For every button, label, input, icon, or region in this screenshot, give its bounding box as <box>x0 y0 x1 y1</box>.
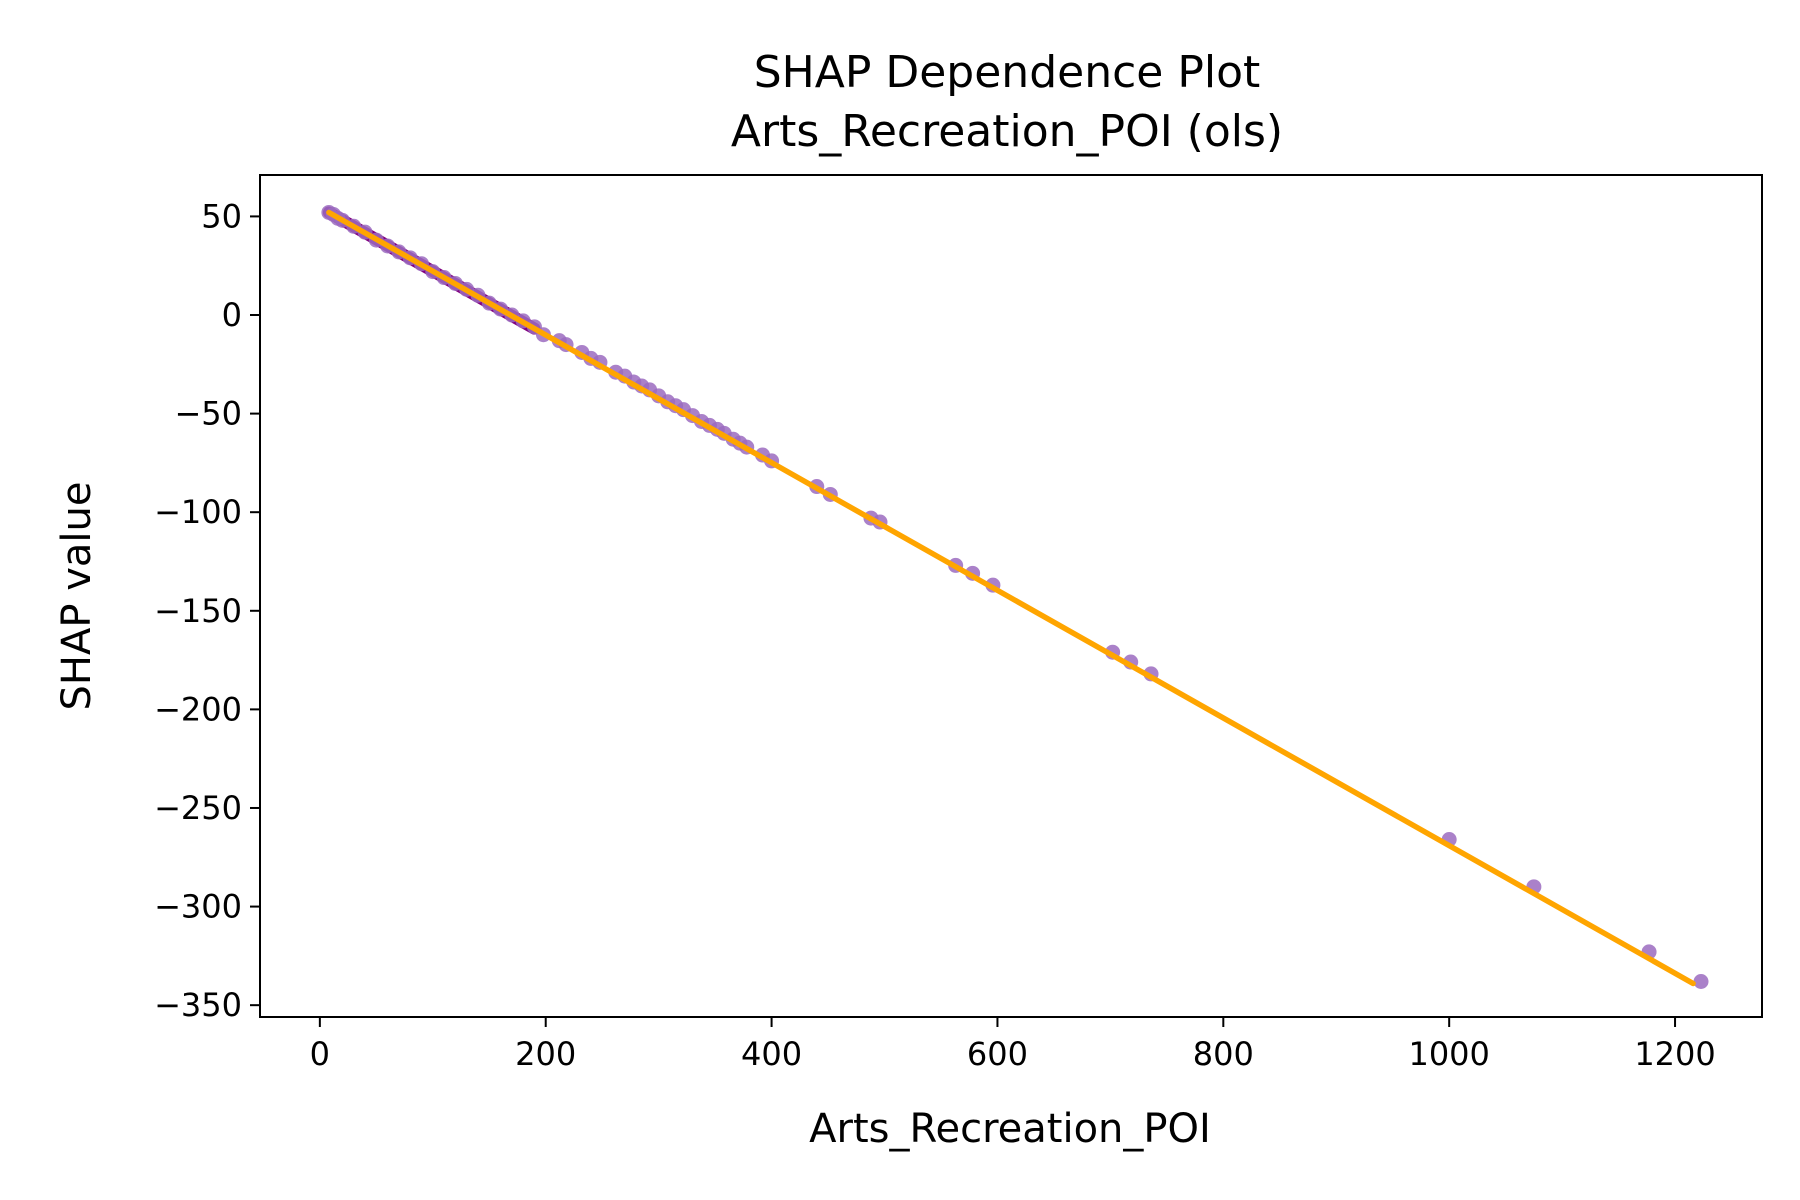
chart-title: SHAP Dependence Plot <box>754 47 1261 98</box>
chart-subtitle: Arts_Recreation_POI (ols) <box>731 106 1283 157</box>
plot-area <box>321 204 1709 990</box>
y-tick-label: −150 <box>154 592 242 630</box>
y-tick-label: −300 <box>154 888 242 926</box>
y-tick-label: 0 <box>222 296 242 334</box>
x-axis: 0 200 400 600 800 1000 1200 <box>310 1017 1716 1073</box>
x-tick-label: 1200 <box>1634 1035 1715 1073</box>
y-axis-label: SHAP value <box>54 482 100 711</box>
y-tick-label: −350 <box>154 986 242 1024</box>
x-tick-label: 400 <box>741 1035 802 1073</box>
y-axis: 50 0 −50 −100 −150 −200 −250 −300 −350 <box>154 197 260 1024</box>
y-tick-label: −100 <box>154 493 242 531</box>
y-tick-label: −200 <box>154 690 242 728</box>
x-tick-label: 1000 <box>1408 1035 1489 1073</box>
x-tick-label: 800 <box>1193 1035 1254 1073</box>
y-tick-label: −250 <box>154 789 242 827</box>
x-tick-label: 200 <box>515 1035 576 1073</box>
x-tick-label: 600 <box>967 1035 1028 1073</box>
x-tick-label: 0 <box>310 1035 330 1073</box>
regression-line <box>326 209 1696 987</box>
y-tick-label: 50 <box>201 197 242 235</box>
y-tick-label: −50 <box>174 395 242 433</box>
x-axis-label: Arts_Recreation_POI <box>809 1106 1211 1152</box>
data-point <box>1693 974 1709 990</box>
plot-frame <box>259 174 1763 1018</box>
